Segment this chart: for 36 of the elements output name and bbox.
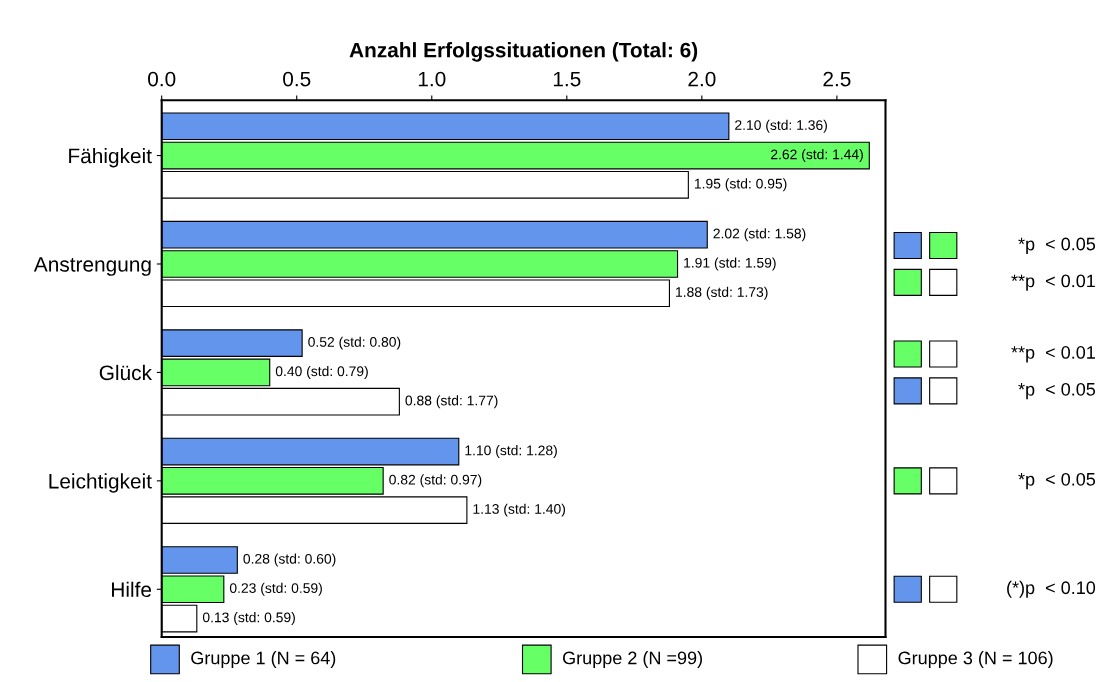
text: *p < 0.05 <box>1018 472 1096 490</box>
text: *p < 0.05 <box>1018 382 1096 400</box>
y-tick-label: Leichtigkeit <box>49 473 152 493</box>
y-tick-label: Fähigkeit <box>69 148 152 168</box>
data-label: 0.23 (std: 0.59) <box>229 582 322 596</box>
data-label: 0.13 (std: 0.59) <box>202 612 295 626</box>
y-tick-label: Hilfe <box>112 581 152 598</box>
data-label: 0.40 (std: 0.79) <box>275 365 368 379</box>
data-label: 2.62 (std: 1.44) <box>771 149 863 163</box>
data-label: 2.02 (std: 1.58) <box>713 228 806 242</box>
legend-label: Gruppe 2 (N =99) <box>563 651 702 668</box>
data-label: 0.52 (std: 0.80) <box>308 336 401 350</box>
data-label: 1.88 (std: 1.73) <box>676 286 768 300</box>
text: (*)p < 0.10 <box>1007 580 1096 598</box>
x-tick-label: 2.5 <box>823 71 851 87</box>
data-label: 1.13 (std: 1.40) <box>473 503 565 517</box>
y-tick-label: Glück <box>99 364 153 381</box>
x-tick-label: 1.5 <box>553 71 581 87</box>
x-axis-title: Anzahl Erfolgssituationen (Total: 6) <box>349 42 698 62</box>
data-label: 0.28 (std: 0.60) <box>243 553 336 567</box>
x-tick-label: 2.0 <box>688 71 716 87</box>
text: **p < 0.01 <box>1011 274 1095 291</box>
x-tick-label: 0.5 <box>283 71 311 87</box>
text: **p < 0.01 <box>1011 346 1095 363</box>
data-label: 2.10 (std: 1.36) <box>735 119 827 133</box>
y-tick-label: Anstrengung <box>33 257 151 276</box>
data-label: 1.91 (std: 1.59) <box>684 257 776 271</box>
data-label: 0.88 (std: 1.77) <box>405 395 498 409</box>
data-label: 1.95 (std: 0.95) <box>694 178 787 192</box>
text: *p < 0.05 <box>1018 237 1096 254</box>
legend-label: Gruppe 1 (N = 64) <box>191 651 336 668</box>
data-label: 0.82 (std: 0.97) <box>389 474 482 488</box>
data-label: 1.10 (std: 1.28) <box>465 445 557 459</box>
x-tick-label: 1.0 <box>418 71 446 87</box>
x-tick-label: 0.0 <box>148 71 176 87</box>
legend-label: Gruppe 3 (N = 106) <box>898 651 1053 668</box>
